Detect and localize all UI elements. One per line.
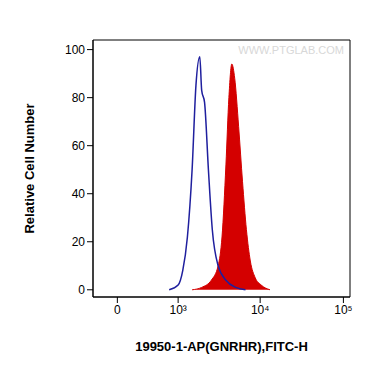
svg-text:100: 100 bbox=[65, 43, 85, 57]
svg-text:20: 20 bbox=[72, 235, 86, 249]
svg-text:10⁴: 10⁴ bbox=[251, 303, 270, 317]
svg-text:Relative Cell Number: Relative Cell Number bbox=[22, 103, 37, 233]
svg-text:0: 0 bbox=[114, 303, 121, 317]
svg-text:80: 80 bbox=[72, 91, 86, 105]
svg-text:10⁵: 10⁵ bbox=[334, 303, 352, 317]
svg-text:10³: 10³ bbox=[169, 303, 186, 317]
svg-text:WWW.PTGLAB.COM: WWW.PTGLAB.COM bbox=[238, 44, 344, 56]
svg-text:0: 0 bbox=[78, 283, 85, 297]
svg-text:60: 60 bbox=[72, 139, 86, 153]
svg-text:19950-1-AP(GNRHR),FITC-H: 19950-1-AP(GNRHR),FITC-H bbox=[135, 339, 308, 354]
svg-text:40: 40 bbox=[72, 187, 86, 201]
